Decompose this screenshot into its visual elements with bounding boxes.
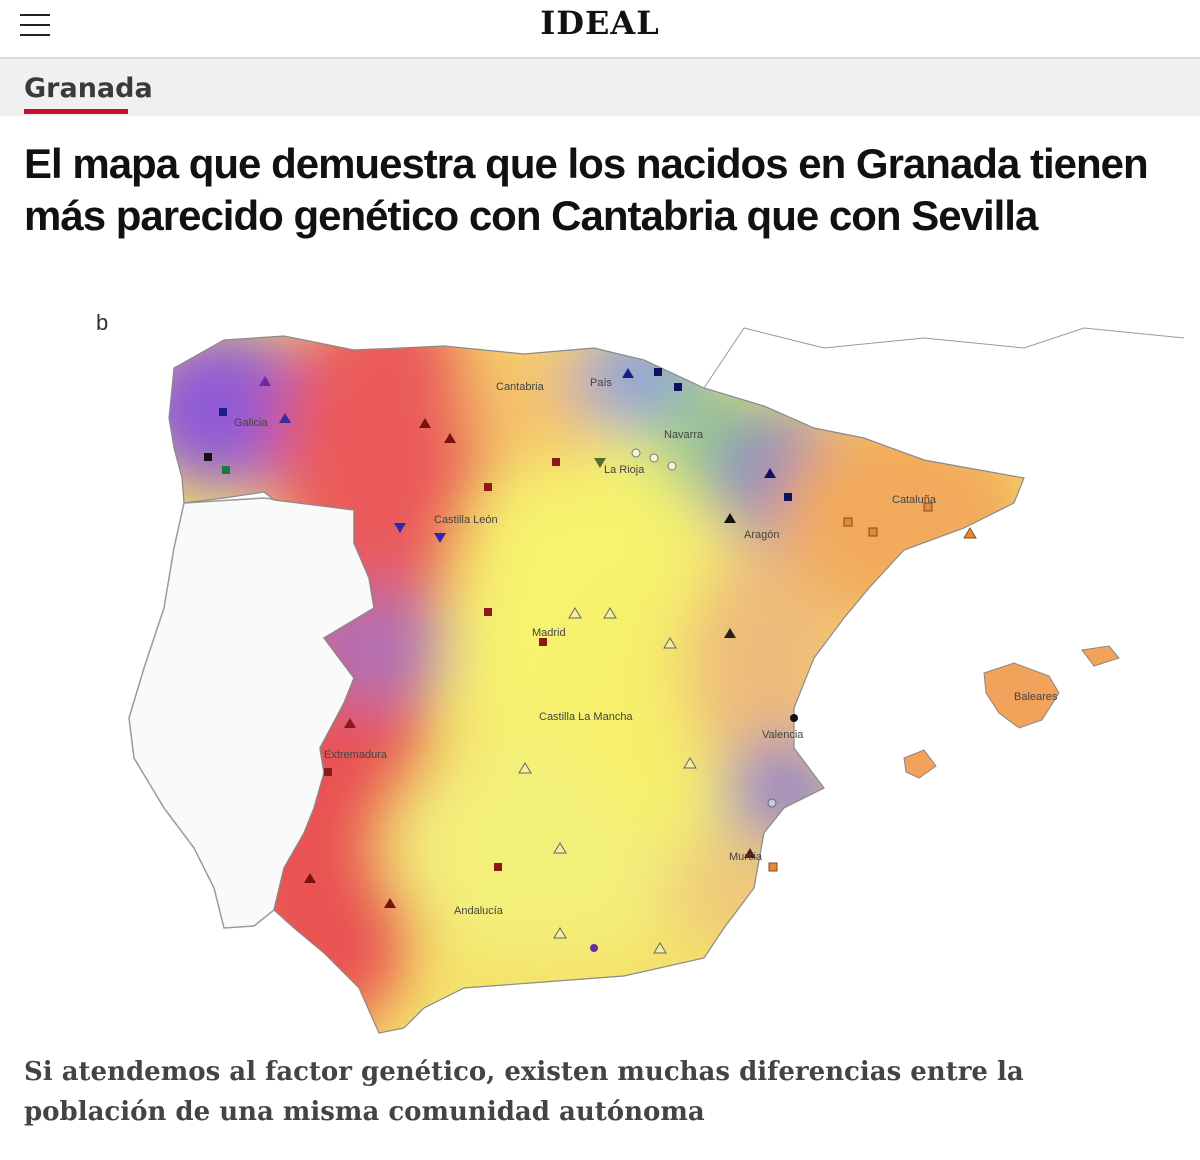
region-label-cataluna: Cataluña — [892, 494, 937, 506]
ibiza-island — [903, 749, 937, 779]
site-logo[interactable]: IDEAL — [540, 4, 660, 42]
region-label-andalucia: Andalucía — [454, 905, 504, 917]
region-label-cantabria: Cantabria — [496, 381, 545, 393]
region-label-pais-vasco: País — [590, 377, 613, 389]
spain-genetic-map: b Galicia Cantabria País Navarra La Rioj… — [96, 310, 1185, 1034]
region-label-la-rioja: La Rioja — [604, 464, 645, 476]
region-label-murcia: Murcia — [729, 851, 763, 863]
region-labels: Galicia Cantabria País Navarra La Rioja … — [234, 377, 1058, 917]
section-underline — [24, 109, 128, 114]
section-link-granada[interactable]: Granada — [24, 73, 153, 104]
region-label-navarra: Navarra — [664, 429, 704, 441]
region-label-valencia: Valencia — [762, 729, 804, 741]
region-label-aragon: Aragón — [744, 529, 779, 541]
region-label-extremadura: Extremadura — [324, 749, 388, 761]
mallorca-island — [983, 662, 1060, 729]
article-subheadline: Si atendemos al factor genético, existen… — [24, 1057, 1024, 1127]
region-label-castilla-leon: Castilla León — [434, 514, 498, 526]
hamburger-menu-icon[interactable] — [20, 14, 50, 36]
top-bar: IDEAL — [0, 0, 1200, 59]
genetic-map-figure: b Galicia Cantabria País Navarra La Rioj… — [24, 288, 1200, 1048]
region-label-galicia: Galicia — [234, 417, 269, 429]
region-label-castilla-la-mancha: Castilla La Mancha — [539, 711, 633, 723]
menorca-island — [1081, 645, 1120, 667]
sample-markers — [204, 368, 977, 954]
section-bar: Granada — [0, 59, 1200, 116]
region-label-baleares: Baleares — [1014, 691, 1058, 703]
map-panel-label: b — [96, 310, 108, 335]
region-label-madrid: Madrid — [532, 627, 566, 639]
article-headline: El mapa que demuestra que los nacidos en… — [24, 140, 1149, 239]
spain-outline — [168, 335, 1025, 1034]
france-border — [703, 327, 1185, 389]
